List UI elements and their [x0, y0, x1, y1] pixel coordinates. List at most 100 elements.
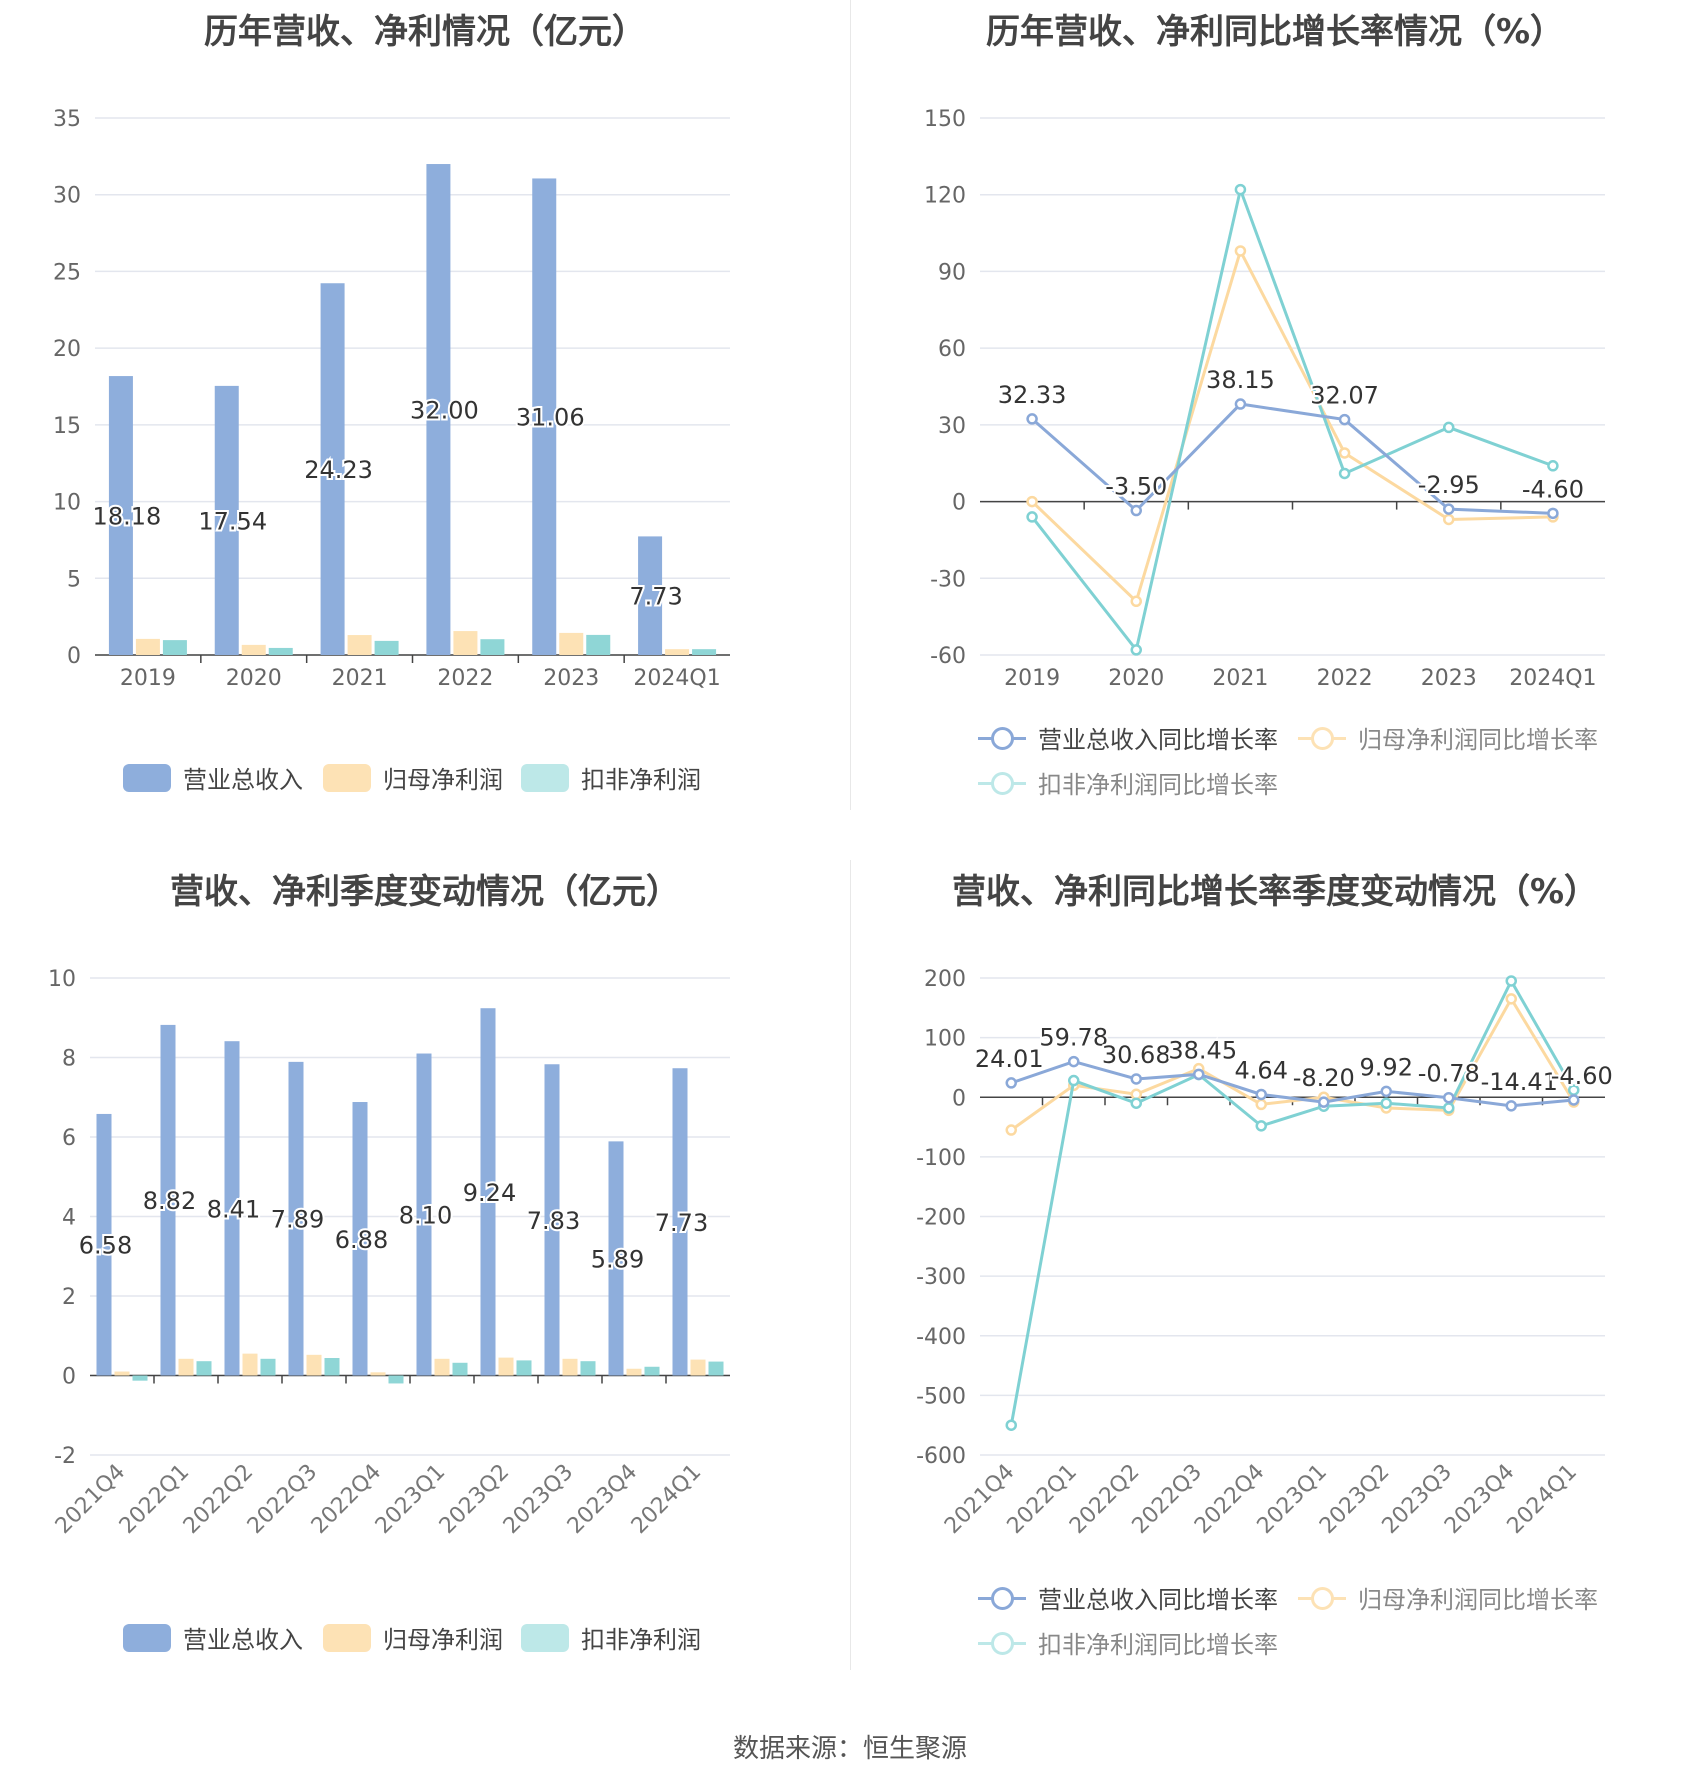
bar-deducted-profit: [132, 1375, 148, 1381]
bar-deducted-profit: [692, 649, 717, 655]
annual-growth-line-chart: -60 -30 0 30 60 90 120 150 2019 2020 2021 2022 2023 2…: [924, 107, 1605, 691]
series-line-revenue: [1031, 402, 1553, 515]
legend-item-revenue-growth[interactable]: 营业总收入同比增长率: [978, 1580, 1278, 1615]
bar-revenue: [352, 1102, 368, 1376]
data-label: 30.68: [1102, 1041, 1171, 1069]
legend-item-net-profit[interactable]: 归母净利润: [323, 760, 503, 795]
y-tick-label: -600: [916, 1444, 966, 1469]
x-tick-label: 2022Q1: [115, 1460, 194, 1539]
data-source-note: 数据来源：恒生聚源: [732, 1734, 967, 1764]
x-tick-label: 2020: [226, 666, 282, 691]
legend-line-marker: [1298, 1584, 1346, 1612]
y-tick-label: 120: [924, 184, 966, 209]
data-point: [1130, 504, 1142, 517]
data-point: [1130, 595, 1142, 608]
data-point: [1505, 993, 1517, 1005]
legend-label: 扣非净利润同比增长率: [1038, 771, 1278, 799]
legend-line-marker: [978, 1629, 1026, 1657]
y-tick-label: 0: [67, 644, 81, 669]
data-label: 7.73: [629, 583, 682, 611]
legend-item-revenue[interactable]: 营业总收入: [123, 1620, 303, 1655]
bar-revenue: [480, 1008, 496, 1376]
data-point: [1505, 975, 1517, 987]
bar-net-profit: [306, 1354, 322, 1376]
legend-item-deducted-profit[interactable]: 扣非净利润: [521, 1620, 701, 1655]
y-tick-label: 30: [938, 414, 966, 439]
legend-line-marker: [1298, 724, 1346, 752]
x-tick-label: 2021: [1212, 666, 1268, 691]
data-point: [1505, 1100, 1517, 1112]
series-line-net-profit: [1031, 246, 1553, 605]
bar-deducted-profit: [324, 1358, 340, 1376]
bar-net-profit: [434, 1358, 450, 1376]
x-tick-label: 2022Q4: [307, 1460, 386, 1539]
bar-revenue: [288, 1061, 304, 1376]
x-tick-label: 2021Q4: [51, 1460, 130, 1539]
data-label: 7.89: [271, 1206, 324, 1234]
data-label: -8.20: [1293, 1064, 1355, 1092]
data-point: [1193, 1068, 1205, 1081]
legend-item-revenue[interactable]: 营业总收入: [123, 760, 303, 795]
data-point: [1443, 503, 1455, 515]
data-point: [1338, 413, 1351, 426]
legend-item-deducted-profit[interactable]: 扣非净利润: [521, 760, 701, 795]
quarterly-revenue-bar-chart: -202468102021Q42022Q12022Q22022Q32022Q42…: [48, 967, 730, 1539]
legend-line-marker: [978, 769, 1026, 797]
data-point: [1130, 644, 1142, 656]
bar-net-profit: [690, 1359, 706, 1376]
bar-net-profit: [562, 1358, 578, 1376]
legend-item-deducted-profit-growth[interactable]: 扣非净利润同比增长率: [978, 765, 1278, 800]
data-point: [1338, 447, 1351, 459]
bar-net-profit: [347, 635, 372, 655]
bar-deducted-profit: [268, 647, 293, 655]
y-tick-label: 2: [62, 1285, 76, 1310]
data-label: 6.58: [79, 1232, 132, 1260]
data-point: [1068, 1074, 1080, 1087]
data-label: -4.60: [1522, 475, 1584, 503]
y-tick-label: -2: [54, 1444, 76, 1469]
data-point: [1338, 467, 1351, 480]
data-label: 6.88: [335, 1226, 388, 1254]
legend-item-net-profit-growth[interactable]: 归母净利润同比增长率: [1298, 720, 1598, 755]
data-point: [1380, 1085, 1392, 1098]
legend-item-net-profit-growth[interactable]: 归母净利润同比增长率: [1298, 1580, 1598, 1615]
x-tick-label: 2022Q3: [243, 1460, 322, 1539]
data-point: [1130, 1097, 1142, 1109]
legend-item-deducted-profit-growth[interactable]: 扣非净利润同比增长率: [978, 1625, 1278, 1660]
bar-net-profit: [135, 638, 160, 655]
legend-item-revenue-growth[interactable]: 营业总收入同比增长率: [978, 720, 1278, 755]
legend-label: 归母净利润同比增长率: [1358, 1586, 1598, 1614]
bar-deducted-profit: [260, 1358, 276, 1376]
y-tick-label: 25: [53, 260, 81, 285]
x-tick-label: 2022: [1317, 666, 1373, 691]
bar-revenue: [96, 1113, 112, 1376]
y-tick-label: -100: [916, 1146, 966, 1171]
legend-item-net-profit[interactable]: 归母净利润: [323, 1620, 503, 1655]
y-tick-label: 0: [952, 1086, 966, 1111]
data-point: [1547, 460, 1559, 472]
chart-panel-annual-growth: 历年营收、净利同比增长率情况（%） -60 -30 0 30 60 90 120 150 201…: [850, 0, 1700, 820]
data-point: [1234, 183, 1247, 196]
y-tick-label: 15: [53, 414, 81, 439]
y-tick-label: 35: [53, 107, 81, 132]
series-line-deducted-profit: [1030, 184, 1554, 654]
chart-title: 历年营收、净利情况（亿元）: [204, 12, 646, 52]
bar-net-profit: [498, 1357, 514, 1376]
x-tick-label: 2019: [1004, 666, 1060, 691]
legend-swatch: [123, 1623, 171, 1652]
x-tick-label: 2020: [1108, 666, 1164, 691]
bar-deducted-profit: [708, 1361, 724, 1376]
data-point: [1443, 421, 1455, 434]
legend-label: 营业总收入: [183, 766, 303, 794]
data-point: [1068, 1055, 1080, 1068]
data-point: [1547, 507, 1559, 520]
chart-title: 营收、净利季度变动情况（亿元）: [170, 872, 680, 912]
legend-label: 归母净利润同比增长率: [1358, 726, 1598, 754]
y-tick-label: -30: [930, 567, 966, 592]
data-label: 7.73: [655, 1209, 708, 1237]
data-label: 4.64: [1235, 1056, 1288, 1084]
data-point: [1255, 1098, 1267, 1111]
bar-deducted-profit: [452, 1362, 468, 1376]
x-tick-label: 2023: [543, 666, 599, 691]
x-tick-label: 2023Q4: [563, 1460, 642, 1539]
